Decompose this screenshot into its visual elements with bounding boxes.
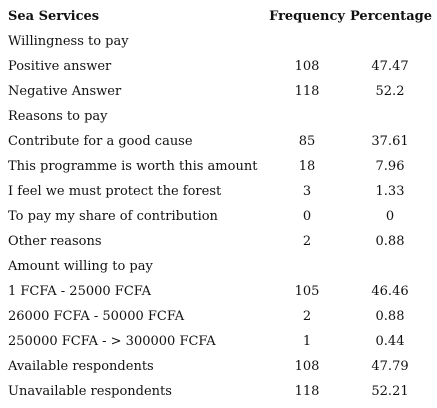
percentage-cell: 46.46: [371, 284, 409, 299]
frequency-cell: 18: [298, 159, 316, 174]
column-header: Frequency: [269, 9, 345, 24]
frequency-cell: 118: [294, 384, 320, 399]
frequency-cell: 2: [302, 309, 312, 324]
row-label: Other reasons: [8, 234, 102, 249]
section-label: Willingness to pay: [8, 34, 129, 49]
row-label: Contribute for a good cause: [8, 134, 193, 149]
percentage-cell: 47.47: [371, 59, 409, 74]
section-label: Reasons to pay: [8, 109, 108, 124]
percentage-cell: 52.2: [375, 84, 405, 99]
row-label: 26000 FCFA - 50000 FCFA: [8, 309, 185, 324]
frequency-cell: 1: [302, 334, 312, 349]
column-header: Percentage: [350, 9, 432, 24]
frequency-cell: 0: [302, 209, 312, 224]
row-label: Positive answer: [8, 59, 112, 74]
frequency-cell: 105: [294, 284, 320, 299]
row-label: Unavailable respondents: [8, 384, 172, 399]
column-header: Sea Services: [8, 9, 100, 24]
row-label: This programme is worth this amount: [8, 159, 258, 174]
frequency-cell: 108: [294, 359, 320, 374]
frequency-cell: 3: [302, 184, 312, 199]
percentage-cell: 0: [385, 209, 395, 224]
frequency-cell: 2: [302, 234, 312, 249]
row-label: Negative Answer: [8, 84, 122, 99]
percentage-cell: 0.88: [375, 309, 405, 324]
row-label: I feel we must protect the forest: [8, 184, 222, 199]
percentage-cell: 0.88: [375, 234, 405, 249]
frequency-cell: 108: [294, 59, 320, 74]
percentage-cell: 7.96: [375, 159, 405, 174]
frequency-cell: 118: [294, 84, 320, 99]
percentage-cell: 0.44: [375, 334, 405, 349]
percentage-cell: 37.61: [371, 134, 409, 149]
percentage-cell: 47.79: [371, 359, 409, 374]
section-label: Amount willing to pay: [8, 259, 153, 274]
row-label: Available respondents: [8, 359, 154, 374]
row-label: 1 FCFA - 25000 FCFA: [8, 284, 152, 299]
percentage-cell: 1.33: [375, 184, 405, 199]
row-label: To pay my share of contribution: [8, 209, 218, 224]
percentage-cell: 52.21: [371, 384, 409, 399]
row-label: 250000 FCFA - > 300000 FCFA: [8, 334, 216, 349]
frequency-cell: 85: [298, 134, 316, 149]
